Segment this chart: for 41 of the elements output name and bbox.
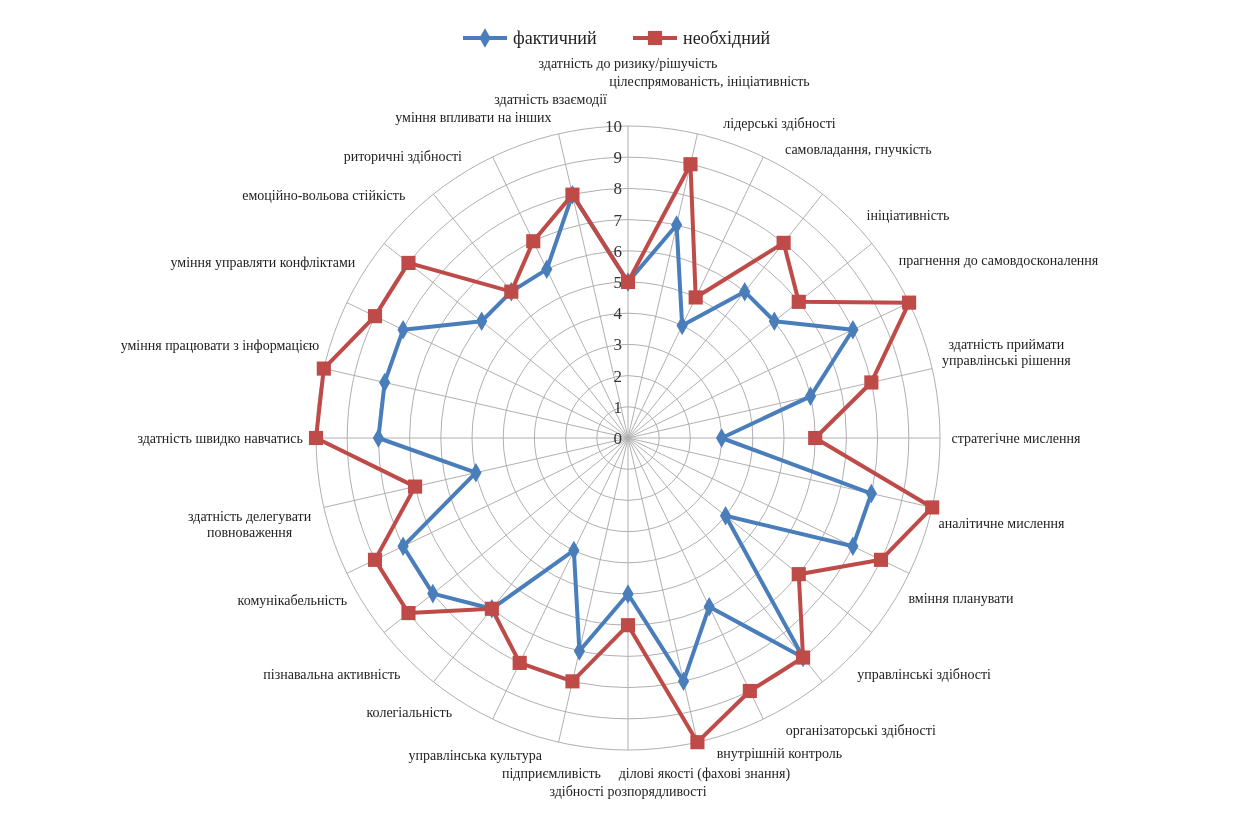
y-tick-label: 0 xyxy=(613,428,622,448)
spoke-label: цілеспрямованість, ініціативність xyxy=(609,73,810,89)
y-tick-label: 8 xyxy=(613,179,622,199)
spoke-label: здатність взаємодії xyxy=(494,91,608,107)
spoke-label: уміння працювати з інформацією xyxy=(120,337,320,353)
legend-label: необхідний xyxy=(683,28,771,49)
spoke-label: здатність делегувати повноваження xyxy=(188,509,312,541)
spoke-label: риторичні здібності xyxy=(343,148,463,164)
spoke-label: організаторські здібності xyxy=(785,722,936,738)
spoke-label: лідерські здібності xyxy=(723,116,836,132)
spoke-label: емоційно-вольова стійкість xyxy=(242,188,406,204)
y-tick-label: 6 xyxy=(613,241,622,261)
spoke-label: пізнавальна активність xyxy=(263,667,401,683)
spoke-label: самовладання, гнучкість xyxy=(785,142,932,158)
legend-label: фактичний xyxy=(513,28,597,49)
spoke-label: стратегічне мислення xyxy=(951,431,1081,446)
y-tick-label: 5 xyxy=(613,272,622,292)
spoke-label: здатність до ризику/рішучість xyxy=(538,55,718,71)
spoke-label: прагнення до самовдосконалення xyxy=(898,252,1099,268)
spoke-label: вміння планувати xyxy=(908,591,1015,607)
spoke-label: аналітичне мислення xyxy=(938,516,1066,532)
spoke-label: комунікабельність xyxy=(237,592,348,608)
spoke-label: управлінська культура xyxy=(408,748,543,764)
spoke-label: здібності розпорядливості xyxy=(549,784,707,800)
spoke-label: уміння управляти конфліктами xyxy=(170,255,356,271)
y-tick-label: 10 xyxy=(605,116,622,136)
y-tick-label: 1 xyxy=(613,397,622,417)
spoke-label: здатність швидко навчатись xyxy=(137,431,303,446)
y-tick-label: 2 xyxy=(613,366,622,386)
spoke-label: ініціативність xyxy=(866,207,950,223)
y-tick-label: 7 xyxy=(613,210,623,230)
y-tick-label: 9 xyxy=(613,148,622,168)
spoke-label: управлінські здібності xyxy=(857,667,992,683)
spoke-label: підприємливість xyxy=(501,766,602,782)
y-tick-label: 3 xyxy=(613,335,622,355)
spoke-label: уміння впливати на інших xyxy=(395,109,552,125)
spoke-label: ділові якості (фахові знання) xyxy=(618,765,791,782)
spoke-label: внутрішній контроль xyxy=(716,745,843,761)
spoke-label: здатність приймати управлінські рішення xyxy=(942,336,1072,368)
y-tick-label: 4 xyxy=(613,304,623,324)
spoke-label: колегіальність xyxy=(366,705,453,721)
